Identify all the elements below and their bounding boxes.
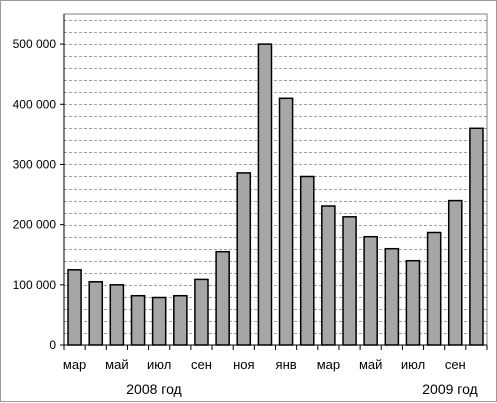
x-tick-label: мар [317,357,340,372]
bar [151,296,167,346]
bar [447,199,463,346]
x-tick-label: май [359,357,382,372]
x-tick-label: мар [63,357,86,372]
bar [130,294,146,346]
bar [215,250,230,346]
bar [384,247,400,346]
axes [60,14,488,350]
y-tick-labels: 0 100 000 200 000 300 000 400 000 500 000 [13,37,57,352]
y-tick-label: 500 000 [13,37,57,51]
bar [363,235,378,346]
y-tick-label: 100 000 [13,278,57,292]
x-tick-labels: мар май июл сен ноя янв мар май июл сен [63,357,466,372]
bar [278,97,294,346]
bar [342,216,357,346]
bar [236,172,252,346]
bar [426,231,442,346]
y-tick-label: 0 [49,338,56,352]
bar [67,269,82,346]
y-tick-label: 200 000 [13,218,57,232]
y-tick-label: 300 000 [13,157,57,171]
bar [321,205,336,346]
bar [469,127,484,346]
bars [67,43,484,346]
bar [299,175,315,346]
year-label-2008: 2008 год [126,381,181,397]
bar [257,43,273,346]
x-tick-label: май [105,357,128,372]
year-label-2009: 2009 год [422,381,477,397]
x-tick-label: ноя [233,357,254,372]
x-tick-label: июл [147,357,171,372]
x-tick-label: сен [445,357,466,372]
bar [194,278,209,346]
x-tick-label: сен [191,357,212,372]
bar [88,281,104,346]
plot-area [63,13,488,346]
y-tick-label: 400 000 [13,97,57,111]
x-tick-label: янв [276,357,297,372]
bar [173,294,188,346]
grid-lines [64,20,487,334]
bar [405,259,421,346]
x-tick-label: июл [401,357,425,372]
bar [109,284,125,346]
